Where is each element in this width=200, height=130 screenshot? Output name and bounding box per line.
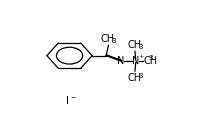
Text: CH: CH bbox=[143, 56, 157, 66]
Text: CH: CH bbox=[126, 73, 141, 83]
Text: CH: CH bbox=[126, 40, 141, 50]
Text: 3: 3 bbox=[138, 44, 142, 50]
Text: 3: 3 bbox=[147, 55, 152, 61]
Text: CH: CH bbox=[100, 34, 114, 44]
Text: I: I bbox=[65, 96, 68, 106]
Text: +: + bbox=[138, 54, 143, 59]
Text: N: N bbox=[131, 56, 139, 66]
Text: 3: 3 bbox=[111, 38, 116, 44]
Text: −: − bbox=[70, 95, 75, 100]
Text: N: N bbox=[117, 56, 124, 66]
Text: 3: 3 bbox=[138, 73, 142, 79]
